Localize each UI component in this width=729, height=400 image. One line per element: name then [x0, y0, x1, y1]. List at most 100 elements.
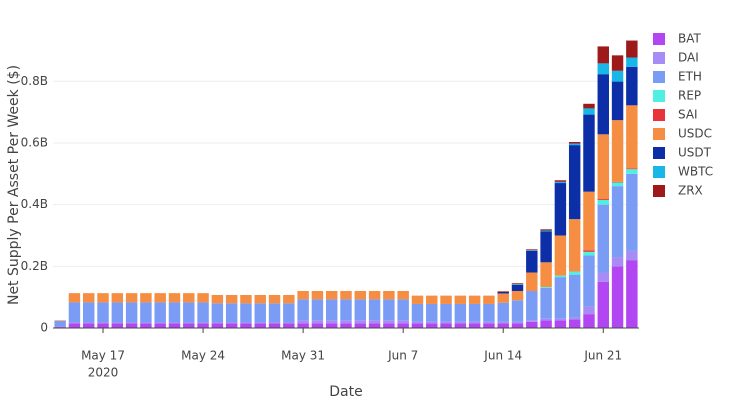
- bar-segment: [440, 295, 452, 304]
- bar-segment: [568, 319, 581, 328]
- bar-segment: [440, 303, 452, 322]
- bar-segment: [568, 271, 581, 275]
- bar-segment: [626, 105, 638, 169]
- bar-segment: [540, 230, 552, 232]
- bar-segment: [583, 251, 595, 256]
- bar-segment: [597, 63, 609, 75]
- x-tick-label: May 17: [81, 349, 125, 363]
- bar-segment: [111, 293, 124, 303]
- bar-segment: [511, 284, 524, 285]
- bar-segment: [397, 323, 409, 328]
- legend-label: ZRX: [678, 184, 703, 198]
- bar-segment: [526, 321, 538, 328]
- bar-segment: [225, 323, 238, 328]
- bar-segment: [283, 323, 295, 328]
- bar-segment: [583, 250, 595, 252]
- bar-segment: [340, 299, 352, 321]
- bar-segment: [540, 287, 552, 319]
- legend-swatch: [653, 185, 665, 197]
- bar-segment: [268, 322, 281, 324]
- bar-segment: [511, 290, 524, 301]
- bar-segment: [411, 321, 424, 324]
- bar-segment: [526, 272, 538, 291]
- bar-segment: [168, 302, 181, 323]
- bar-segment: [583, 255, 595, 307]
- bar-segment: [83, 293, 95, 303]
- bar-segment: [211, 303, 224, 323]
- bar-segment: [626, 169, 638, 174]
- bar-segment: [583, 314, 595, 328]
- bar-segment: [283, 303, 295, 323]
- bar-segment: [283, 322, 295, 324]
- x-tick-label: May 31: [281, 349, 325, 363]
- bar-segment: [154, 323, 166, 328]
- bar-segment: [611, 182, 624, 187]
- bar-segment: [83, 302, 95, 323]
- bar-segment: [597, 204, 609, 273]
- legend-swatch: [653, 71, 665, 83]
- bar-segment: [611, 257, 624, 267]
- bar-segment: [97, 293, 109, 303]
- bar-segment: [454, 295, 467, 304]
- bar-segment: [111, 302, 124, 323]
- bar-segment: [497, 323, 509, 328]
- bar-segment: [597, 281, 609, 328]
- bar-segment: [597, 199, 609, 201]
- bar-segment: [511, 300, 524, 322]
- bar-segment: [354, 323, 367, 328]
- bar-segment: [597, 74, 609, 135]
- bar-segment: [540, 262, 552, 287]
- bar-segment: [68, 302, 81, 323]
- bar-segment: [583, 306, 595, 315]
- bar-segment: [211, 322, 224, 324]
- bar-segment: [397, 320, 409, 324]
- bar-segment: [354, 320, 367, 324]
- bar-segment: [497, 321, 509, 324]
- legend-swatch: [653, 147, 665, 159]
- bar-segment: [626, 260, 638, 328]
- bar-segment: [368, 290, 381, 300]
- bar-segment: [111, 322, 124, 324]
- bar-segment: [511, 283, 524, 285]
- bar-segment: [183, 323, 195, 328]
- bar-segment: [340, 290, 352, 300]
- bar-segment: [225, 294, 238, 304]
- bar-segment: [483, 295, 495, 304]
- x-tick-label: Jun 7: [387, 349, 418, 363]
- bar-segment: [268, 303, 281, 323]
- bar-segment: [197, 322, 209, 324]
- bar-segment: [411, 323, 424, 328]
- bar-segment: [554, 318, 567, 321]
- x-tick-label: Jun 21: [583, 349, 622, 363]
- bar-segment: [368, 320, 381, 324]
- bar-segment: [597, 134, 609, 200]
- bar-segment: [511, 284, 524, 291]
- legend-label: BAT: [678, 32, 702, 46]
- bar-segment: [183, 322, 195, 324]
- bar-segment: [325, 320, 338, 324]
- bar-segment: [168, 323, 181, 328]
- bar-segment: [611, 186, 624, 258]
- bar-segment: [383, 323, 395, 328]
- bar-segment: [254, 323, 266, 328]
- bar-segment: [254, 303, 266, 323]
- bar-segment: [111, 323, 124, 328]
- legend-label: USDT: [678, 146, 712, 160]
- bar-segment: [568, 219, 581, 272]
- bar-segment: [397, 290, 409, 300]
- bar-segment: [325, 290, 338, 300]
- x-year-label: 2020: [88, 366, 119, 380]
- bar-segment: [254, 322, 266, 324]
- bar-segment: [568, 274, 581, 318]
- bar-segment: [626, 168, 638, 170]
- bar-segment: [554, 320, 567, 328]
- legend-swatch: [653, 33, 665, 45]
- bar-segment: [97, 302, 109, 323]
- bar-segment: [125, 293, 138, 303]
- bar-segment: [411, 303, 424, 322]
- legend-swatch: [653, 128, 665, 140]
- bar-segment: [383, 320, 395, 324]
- bar-segment: [125, 322, 138, 324]
- legend-swatch: [653, 90, 665, 102]
